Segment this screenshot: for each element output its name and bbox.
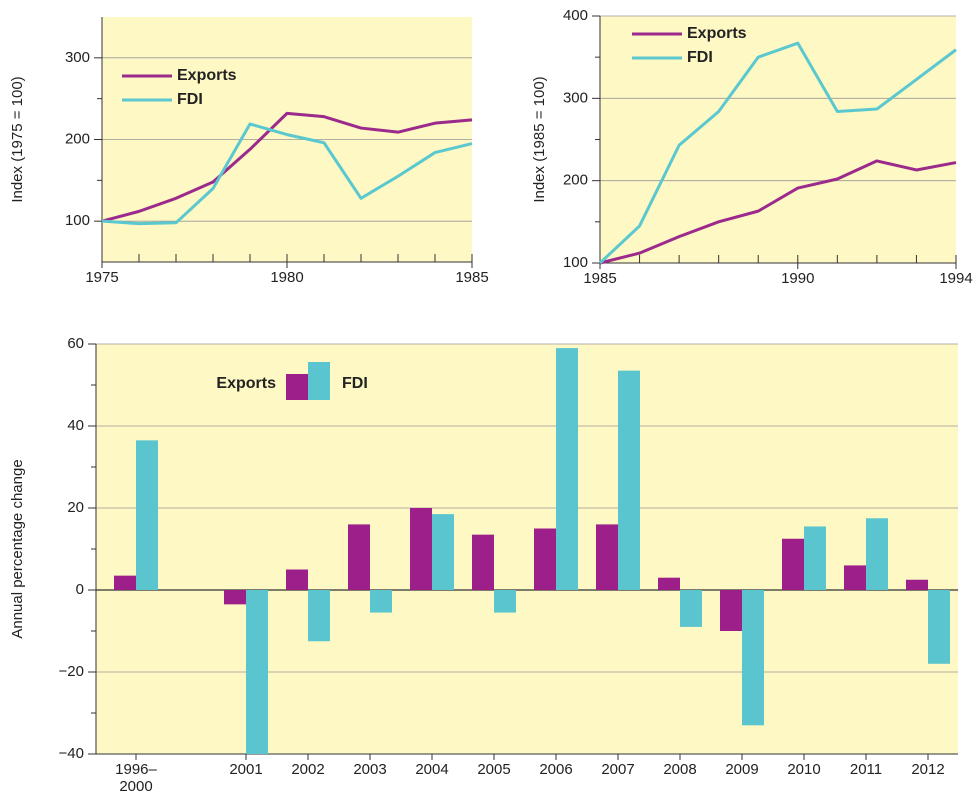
bar bbox=[246, 590, 268, 754]
bar bbox=[432, 514, 454, 590]
bar bbox=[556, 348, 578, 590]
bar bbox=[224, 590, 246, 605]
plot-background bbox=[600, 16, 956, 263]
bar bbox=[596, 524, 618, 590]
y-axis-label: Annual percentage change bbox=[9, 459, 26, 638]
x-tick-label: 2004 bbox=[415, 761, 448, 778]
bar bbox=[680, 590, 702, 627]
y-tick-label: 300 bbox=[65, 49, 90, 66]
y-tick-label: 0 bbox=[76, 581, 84, 598]
x-tick-label: 1975 bbox=[85, 269, 118, 286]
line-series bbox=[101, 111, 473, 223]
y-tick-label: 60 bbox=[67, 335, 84, 352]
bar bbox=[136, 440, 158, 590]
y-tick-label: 40 bbox=[67, 417, 84, 434]
bar bbox=[866, 518, 888, 590]
y-axis-label: Index (1975 = 100) bbox=[9, 76, 26, 202]
y-tick-label: −20 bbox=[59, 663, 84, 680]
bar bbox=[410, 508, 432, 590]
bar bbox=[782, 538, 804, 590]
y-tick-label: 200 bbox=[563, 172, 588, 189]
bar bbox=[494, 590, 516, 613]
x-tick-label: 2006 bbox=[539, 761, 572, 778]
x-tick-label: 2003 bbox=[353, 761, 386, 778]
x-tick-label-line: 2000 bbox=[119, 778, 152, 795]
x-tick-label: 1994 bbox=[939, 270, 972, 287]
x-tick-label: 1985 bbox=[583, 270, 616, 287]
x-tick-label: 2005 bbox=[477, 761, 510, 778]
bar bbox=[906, 579, 928, 590]
line-series bbox=[101, 122, 473, 226]
legend-swatch bbox=[286, 374, 308, 400]
x-tick-label: 2002 bbox=[291, 761, 324, 778]
bar bbox=[114, 575, 136, 590]
bar bbox=[804, 526, 826, 590]
x-tick-label: 1985 bbox=[455, 269, 488, 286]
y-tick-label: 100 bbox=[563, 254, 588, 271]
y-tick-label: 400 bbox=[563, 7, 588, 24]
legend-label: Exports bbox=[177, 67, 237, 84]
bar bbox=[286, 569, 308, 590]
line-series bbox=[599, 159, 957, 265]
x-tick-label: 2008 bbox=[663, 761, 696, 778]
plot-background bbox=[96, 344, 958, 754]
bar bbox=[658, 577, 680, 590]
legend-label: FDI bbox=[177, 91, 203, 108]
y-tick-label: 300 bbox=[563, 89, 588, 106]
x-tick-label: 2009 bbox=[725, 761, 758, 778]
x-tick-label-line: 1996– bbox=[115, 761, 157, 778]
line-series bbox=[598, 41, 957, 265]
x-tick-label: 2001 bbox=[229, 761, 262, 778]
bar bbox=[928, 590, 950, 664]
y-tick-label: 200 bbox=[65, 130, 90, 147]
x-tick-label: 1996– 2000 bbox=[115, 761, 157, 795]
bar bbox=[370, 590, 392, 613]
bar bbox=[348, 524, 370, 590]
x-tick-label: 2011 bbox=[850, 761, 882, 778]
y-axis-label: Index (1985 = 100) bbox=[531, 76, 548, 202]
x-tick-label: 1980 bbox=[270, 269, 303, 286]
bar bbox=[308, 590, 330, 642]
y-tick-label: 20 bbox=[67, 499, 84, 516]
x-tick-label: 2007 bbox=[601, 761, 634, 778]
bar bbox=[534, 528, 556, 590]
legend-label: Exports bbox=[216, 375, 276, 392]
legend-swatch bbox=[308, 362, 330, 400]
bar bbox=[720, 590, 742, 631]
legend-label: FDI bbox=[687, 49, 713, 66]
bar bbox=[618, 370, 640, 590]
x-tick-label: 2010 bbox=[787, 761, 820, 778]
bar bbox=[472, 534, 494, 590]
y-tick-label: 100 bbox=[65, 212, 90, 229]
bar bbox=[742, 590, 764, 726]
bar bbox=[844, 565, 866, 590]
x-tick-label: 2012 bbox=[911, 761, 944, 778]
y-tick-label: −40 bbox=[59, 745, 84, 762]
legend-label: Exports bbox=[687, 25, 747, 42]
x-tick-label: 1990 bbox=[781, 270, 814, 287]
legend-label: FDI bbox=[342, 375, 368, 392]
